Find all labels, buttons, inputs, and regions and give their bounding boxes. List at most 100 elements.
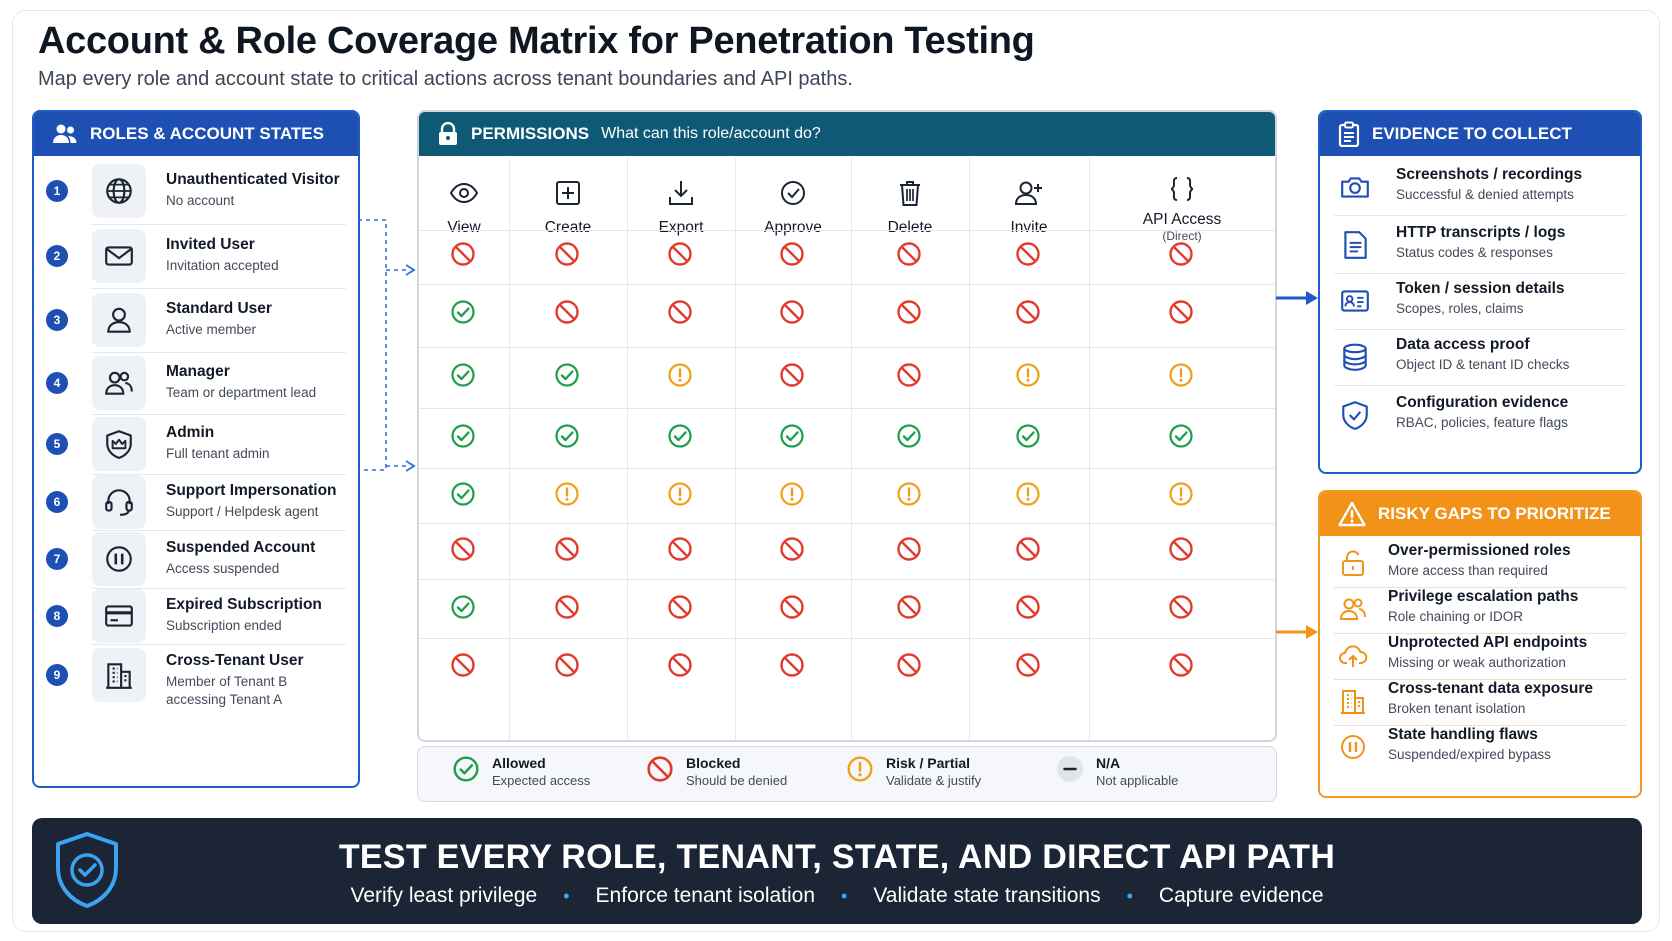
column-divider: [969, 158, 970, 740]
status-blocked-icon: [1015, 241, 1043, 269]
banner-items: Verify least privilege • Enforce tenant is…: [32, 884, 1642, 908]
permissions-panel: PERMISSIONS What can this role/account d…: [417, 110, 1277, 742]
legend: Allowed Expected access Blocked Should be d…: [417, 746, 1277, 802]
evidence-text: Token / session details Scopes, roles, cl…: [1396, 280, 1565, 316]
legend-description: Validate & justify: [886, 773, 982, 788]
status-risk-icon: [896, 481, 924, 509]
column-divider: [509, 158, 510, 740]
column-divider: [1089, 158, 1090, 740]
role-text: Standard User Active member: [166, 300, 272, 339]
legend-text: Blocked Should be denied: [686, 755, 787, 788]
headset-icon: [92, 475, 146, 529]
banner-item: Capture evidence: [1158, 884, 1324, 907]
evidence-name: Data access proof: [1396, 336, 1530, 353]
row-divider: [419, 230, 1275, 231]
role-separator: [92, 474, 346, 475]
column-label: API Access: [1142, 211, 1222, 228]
role-separator: [92, 644, 346, 645]
row-divider: [419, 523, 1275, 524]
status-allowed-icon: [1168, 423, 1196, 451]
users-icon: [53, 124, 77, 143]
role-name: Standard User: [166, 300, 272, 317]
legend-name: Allowed: [492, 755, 546, 771]
gap-item: Cross-tenant data exposure Broken tenant …: [1320, 680, 1640, 724]
bullet-separator: •: [563, 885, 570, 906]
building-icon: [92, 648, 146, 702]
status-blocked-icon: [1015, 299, 1043, 327]
gap-text: Privilege escalation paths Role chaining …: [1388, 588, 1578, 624]
row-divider: [419, 579, 1275, 580]
status-blocked-icon: [896, 652, 924, 680]
status-blocked-icon: [554, 652, 582, 680]
evidence-arrow-icon: [1276, 291, 1318, 305]
role-row: 7 Suspended Account Access suspended: [34, 530, 358, 588]
status-blocked-icon: [667, 594, 695, 622]
status-blocked-icon: [1168, 241, 1196, 269]
legend-description: Not applicable: [1096, 773, 1179, 788]
gap-text: Over-permissioned roles More access than …: [1388, 542, 1571, 578]
gap-description: Missing or weak authorization: [1388, 655, 1566, 670]
id-card-icon: [1338, 284, 1372, 318]
status-blocked-icon: [896, 299, 924, 327]
legend-text: N/A Not applicable: [1096, 755, 1178, 788]
gap-separator: [1334, 725, 1626, 726]
evidence-text: Configuration evidence RBAC, policies, fe…: [1396, 394, 1568, 430]
role-row: 6 Support Impersonation Support / Helpdesk…: [34, 474, 358, 530]
gap-item: Privilege escalation paths Role chaining …: [1320, 588, 1640, 632]
status-allowed-icon: [779, 423, 807, 451]
status-blocked-icon: [896, 362, 924, 390]
role-number-badge: 8: [46, 605, 68, 627]
status-blocked-icon: [1168, 536, 1196, 564]
status-allowed-icon: [450, 481, 478, 509]
column-label: Delete: [887, 219, 933, 236]
evidence-item: Data access proof Object ID & tenant ID c…: [1320, 334, 1640, 384]
page-subtitle: Map every role and account state to crit…: [38, 68, 853, 90]
role-name: Admin: [166, 424, 215, 441]
column-header: Invite: [969, 158, 1089, 250]
row-divider: [419, 408, 1275, 409]
evidence-name: Screenshots / recordings: [1396, 166, 1583, 183]
legend-text: Risk / Partial Validate & justify: [886, 755, 981, 788]
status-allowed-icon: [667, 423, 695, 451]
status-allowed-icon: [450, 362, 478, 390]
role-separator: [92, 414, 346, 415]
gaps-panel: RISKY GAPS TO PRIORITIZE Over-permission…: [1318, 490, 1642, 798]
bottom-banner: TEST EVERY ROLE, TENANT, STATE, AND DIRE…: [32, 818, 1642, 924]
gaps-panel-header: RISKY GAPS TO PRIORITIZE: [1320, 492, 1640, 536]
column-label: Export: [658, 219, 704, 236]
plus-square-icon: [553, 178, 583, 213]
building-icon: [1338, 686, 1368, 716]
evidence-name: Configuration evidence: [1396, 394, 1569, 411]
user-plus-icon: [1014, 178, 1044, 213]
gap-description: Broken tenant isolation: [1388, 701, 1526, 716]
evidence-separator: [1334, 215, 1626, 216]
status-blocked-icon: [450, 241, 478, 269]
card-icon: [92, 589, 146, 643]
evidence-item: Token / session details Scopes, roles, cl…: [1320, 278, 1640, 328]
status-blocked-icon: [646, 755, 686, 788]
status-allowed-icon: [554, 362, 582, 390]
evidence-separator: [1334, 329, 1626, 330]
shield-check-icon: [56, 832, 118, 908]
user-icon: [92, 293, 146, 347]
status-allowed-icon: [450, 299, 478, 327]
role-text: Expired Subscription Subscription ended: [166, 596, 322, 635]
role-text: Suspended Account Access suspended: [166, 539, 315, 578]
role-separator: [92, 288, 346, 289]
trash-icon: [895, 178, 925, 213]
role-separator: [92, 352, 346, 353]
gap-item: Over-permissioned roles More access than …: [1320, 542, 1640, 586]
legend-name: Blocked: [686, 755, 741, 771]
status-blocked-icon: [667, 241, 695, 269]
gap-item: State handling flaws Suspended/expired by…: [1320, 726, 1640, 770]
role-connector: [358, 219, 416, 472]
column-header: Create: [509, 158, 627, 250]
banner-item: Enforce tenant isolation: [595, 884, 816, 907]
status-risk-icon: [1015, 481, 1043, 509]
role-separator: [92, 224, 346, 225]
evidence-description: Status codes & responses: [1396, 245, 1553, 260]
row-divider: [419, 347, 1275, 348]
lock-icon: [439, 122, 457, 145]
status-blocked-icon: [1168, 594, 1196, 622]
role-text: Support Impersonation Support / Helpdesk …: [166, 482, 337, 521]
